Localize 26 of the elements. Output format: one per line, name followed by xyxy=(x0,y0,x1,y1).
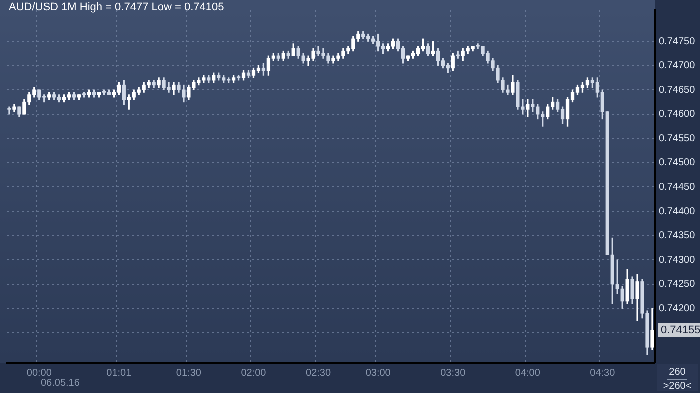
y-tick-label: 0.74350 xyxy=(659,230,696,242)
x-tick-label: 04:30 xyxy=(590,368,616,379)
y-tick-label: 0.74300 xyxy=(659,254,696,266)
text: >260< xyxy=(663,380,692,392)
x-tick-label: 04:00 xyxy=(515,368,541,379)
x-tick-label: 01:30 xyxy=(176,368,202,379)
chart-title: AUD/USD 1M High = 0.7477 Low = 0.74105 xyxy=(9,2,224,14)
y-tick-label: 0.74750 xyxy=(659,36,696,48)
y-tick-label: 0.74650 xyxy=(659,84,696,96)
x-tick-label: 00:00 xyxy=(26,368,52,379)
y-tick-label: 0.74600 xyxy=(659,109,696,120)
y-tick-label: 0.74200 xyxy=(659,303,696,314)
text: 06.05.16 xyxy=(41,378,80,389)
x-tick-label: 01:01 xyxy=(106,368,132,379)
y-tick-label: 0.74550 xyxy=(659,133,696,144)
x-tick-label: 03:30 xyxy=(440,368,466,379)
text: 260 xyxy=(669,366,686,378)
y-tick-label: 0.74500 xyxy=(659,158,696,169)
x-tick-label: 02:00 xyxy=(241,368,267,379)
x-tick-label: 02:30 xyxy=(306,368,332,379)
x-tick-label: 03:00 xyxy=(366,368,392,379)
y-tick-label: 0.74700 xyxy=(659,60,696,72)
y-tick-label: 0.74450 xyxy=(659,182,696,193)
y-tick-label: 0.74250 xyxy=(659,279,696,290)
text: 0.74155 xyxy=(661,324,700,336)
y-tick-label: 0.74400 xyxy=(659,206,696,218)
